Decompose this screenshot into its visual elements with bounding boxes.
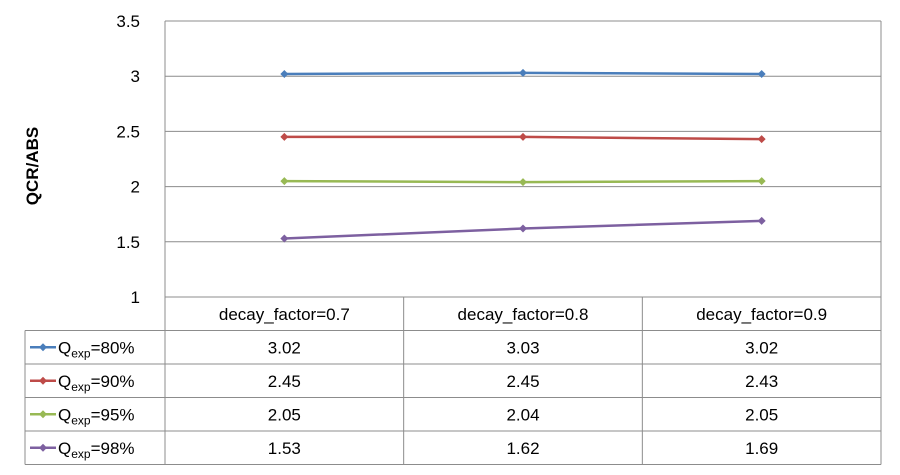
legend-marker-swatch (39, 443, 47, 452)
legend-marker-swatch (39, 376, 47, 385)
legend-entry-subscript: exp (71, 447, 91, 461)
table-value: 2.05 (745, 405, 778, 424)
gridlines (164, 20, 882, 297)
series-group (280, 68, 766, 78)
legend-entry-subscript: exp (71, 413, 91, 427)
y-tick-label: 2.5 (116, 122, 140, 141)
category-label: decay_factor=0.7 (219, 305, 350, 324)
data-point (757, 177, 766, 186)
legend-entry-q: Q (58, 338, 71, 357)
data-point (519, 68, 527, 77)
table-value: 2.05 (268, 405, 301, 424)
legend-entry-suffix: =80% (91, 338, 135, 357)
legend-entry-q: Q (58, 372, 71, 391)
category-label: decay_factor=0.8 (458, 305, 589, 324)
legend-marker-swatch (39, 343, 47, 352)
table-value: 2.04 (506, 405, 539, 424)
legend-entry-q: Q (58, 405, 71, 424)
table-value: 3.02 (268, 338, 301, 357)
y-axis-label: QCR/ABS (23, 127, 42, 205)
legend-entry-suffix: =98% (91, 439, 135, 458)
y-tick-label: 3 (131, 67, 140, 86)
y-axis-ticks: 1 1.5 2 2.5 3 3.5 (116, 12, 140, 307)
data-table: decay_factor=0.7 decay_factor=0.8 decay_fa… (24, 296, 882, 465)
series-group (280, 177, 766, 187)
data-point (757, 135, 766, 144)
y-tick-label: 1 (131, 288, 140, 307)
data-point (280, 132, 289, 141)
data-point (757, 69, 766, 78)
legend-entry: Qexp=90% (58, 372, 135, 394)
data-point (519, 224, 527, 233)
y-tick-label: 3.5 (116, 12, 140, 31)
category-label: decay_factor=0.9 (696, 305, 827, 324)
legend-entry-suffix: =95% (91, 405, 135, 424)
table-value: 2.45 (268, 372, 301, 391)
table-value: 2.43 (745, 372, 778, 391)
data-point (280, 69, 289, 78)
data-point (280, 177, 289, 186)
legend-entry-q: Q (58, 439, 71, 458)
y-tick-label: 1.5 (116, 233, 140, 252)
table-value: 3.02 (745, 338, 778, 357)
legend-entry-subscript: exp (71, 346, 91, 360)
series-group (280, 132, 766, 144)
data-point (757, 216, 766, 225)
legend-entry: Qexp=95% (58, 405, 135, 427)
table-value: 1.53 (268, 439, 301, 458)
series-lines (280, 68, 766, 243)
data-point (519, 132, 527, 141)
legend-entry: Qexp=98% (58, 439, 135, 461)
series-group (280, 216, 766, 243)
table-value: 1.62 (506, 439, 539, 458)
table-value: 3.03 (506, 338, 539, 357)
y-tick-label: 2 (131, 178, 140, 197)
data-point (280, 234, 289, 243)
legend-entry: Qexp=80% (58, 338, 135, 360)
legend-entry-subscript: exp (71, 380, 91, 394)
data-point (519, 178, 527, 187)
table-value: 2.45 (506, 372, 539, 391)
table-value: 1.69 (745, 439, 778, 458)
legend-marker-swatch (39, 410, 47, 419)
legend-entry-suffix: =90% (91, 372, 135, 391)
